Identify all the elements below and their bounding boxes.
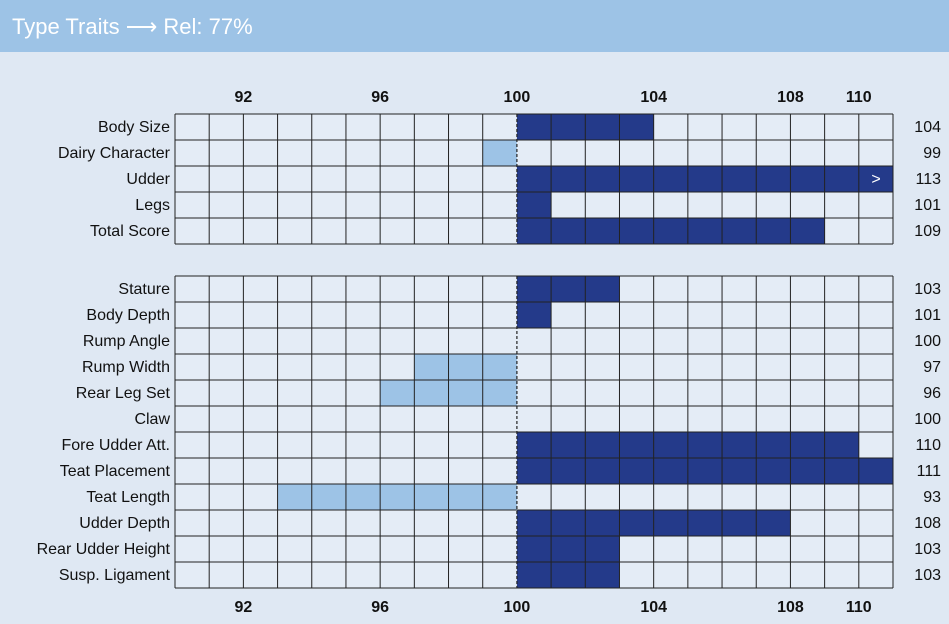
bar	[516, 562, 620, 588]
bar	[482, 140, 517, 166]
value-label: 109	[914, 223, 941, 240]
bar	[277, 484, 517, 510]
value-label: 103	[914, 567, 941, 584]
bar	[516, 302, 552, 328]
value-label: 110	[915, 437, 941, 454]
x-tick-label-bottom: 96	[371, 599, 389, 616]
row-label: Body Size	[98, 119, 170, 136]
row-label: Udder Depth	[79, 515, 170, 532]
value-label: 100	[914, 411, 941, 428]
header-band	[0, 0, 949, 52]
x-tick-label-top: 108	[777, 89, 804, 106]
x-tick-label-top: 96	[371, 89, 389, 106]
row-label: Rump Width	[82, 359, 170, 376]
bar	[516, 276, 620, 302]
value-label: 103	[914, 281, 941, 298]
value-label: 111	[917, 463, 941, 480]
bar	[516, 166, 893, 192]
row-label: Rear Udder Height	[37, 541, 171, 558]
x-tick-label-top: 92	[234, 89, 252, 106]
x-tick-label-bottom: 100	[504, 599, 531, 616]
value-label: 99	[923, 145, 941, 162]
value-label: 97	[923, 359, 941, 376]
value-label: 93	[923, 489, 941, 506]
overflow-marker: >	[871, 171, 880, 188]
bar	[516, 458, 893, 484]
value-label: 104	[914, 119, 941, 136]
value-label: 103	[914, 541, 941, 558]
row-label: Fore Udder Att.	[62, 437, 171, 454]
row-label: Rear Leg Set	[76, 385, 171, 402]
row-label: Rump Angle	[83, 333, 170, 350]
bar	[516, 536, 620, 562]
x-tick-label-bottom: 108	[777, 599, 804, 616]
x-tick-label-top: 104	[640, 89, 667, 106]
bar	[516, 218, 825, 244]
row-label: Stature	[118, 281, 170, 298]
row-label: Claw	[134, 411, 170, 428]
row-label: Susp. Ligament	[59, 567, 171, 584]
value-label: 96	[923, 385, 941, 402]
value-label: 101	[914, 197, 941, 214]
row-label: Body Depth	[86, 307, 170, 324]
bar	[516, 192, 552, 218]
value-label: 101	[914, 307, 941, 324]
bar	[414, 354, 517, 380]
chart-title: Type Traits ⟶ Rel: 77%	[12, 14, 253, 39]
x-tick-label-top: 110	[846, 89, 872, 106]
x-tick-label-bottom: 110	[846, 599, 872, 616]
row-label: Teat Length	[86, 489, 170, 506]
row-label: Teat Placement	[60, 463, 171, 480]
value-label: 100	[914, 333, 941, 350]
row-label: Udder	[126, 171, 170, 188]
x-tick-label-top: 100	[504, 89, 531, 106]
x-tick-label-bottom: 92	[234, 599, 252, 616]
row-label: Total Score	[90, 223, 170, 240]
row-label: Dairy Character	[58, 145, 171, 162]
x-tick-label-bottom: 104	[640, 599, 667, 616]
value-label: 113	[915, 171, 941, 188]
row-label: Legs	[135, 197, 170, 214]
value-label: 108	[914, 515, 941, 532]
